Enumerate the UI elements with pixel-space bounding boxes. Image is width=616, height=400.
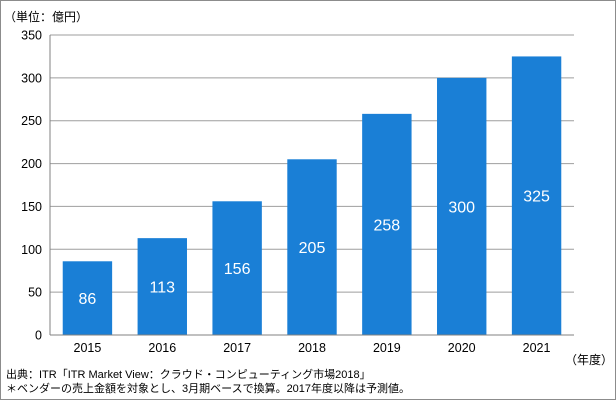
bar-value-labels: 86 113 156 205 258 300 325	[79, 189, 550, 308]
x-unit-label: （年度）	[565, 352, 613, 367]
bar-2019	[362, 113, 412, 335]
value-label-2018: 205	[299, 240, 326, 257]
y-tick-label: 0	[35, 329, 42, 343]
x-tick-label: 2015	[74, 341, 102, 355]
bar-2015	[62, 261, 113, 335]
x-tick-label: 2021	[523, 341, 551, 355]
x-tick-label: 2016	[148, 341, 176, 355]
x-tick-label: 2018	[298, 341, 326, 355]
y-tick-label: 50	[28, 286, 42, 300]
y-tick-labels: 0 50 100 150 200 250 300 350	[21, 29, 42, 343]
value-label-2020: 300	[448, 199, 475, 216]
footnote: ＊ベンダーの売上金額を対象とし、3月期ベースで換算。2017年度以降は予測値。	[6, 381, 410, 395]
y-tick-label: 200	[21, 157, 42, 171]
value-label-2016: 113	[150, 280, 176, 297]
source-note: 出典：ITR「ITR Market View：クラウド・コンピューティング市場2…	[6, 367, 371, 381]
bar-2021	[511, 56, 562, 336]
x-tick-label: 2020	[448, 341, 476, 355]
y-tick-label: 100	[21, 243, 42, 257]
y-tick-label: 250	[21, 114, 42, 128]
value-label-2021: 325	[523, 189, 550, 206]
y-unit-label: （単位：億円）	[4, 9, 88, 24]
x-tick-labels: 2015 2016 2017 2018 2019 2020 2021	[74, 341, 551, 355]
bar-2016	[137, 238, 187, 335]
x-tick-label: 2017	[223, 341, 251, 355]
value-label-2017: 156	[224, 261, 251, 278]
bar-2020	[437, 77, 487, 335]
bar-2017	[212, 201, 262, 335]
bars	[62, 56, 562, 336]
y-tick-label: 350	[21, 29, 42, 43]
value-label-2015: 86	[79, 291, 97, 308]
y-tick-label: 300	[21, 71, 42, 85]
x-tick-label: 2019	[373, 341, 401, 355]
y-tick-label: 150	[21, 200, 42, 214]
bar-2018	[287, 159, 337, 335]
value-label-2019: 258	[374, 217, 401, 234]
